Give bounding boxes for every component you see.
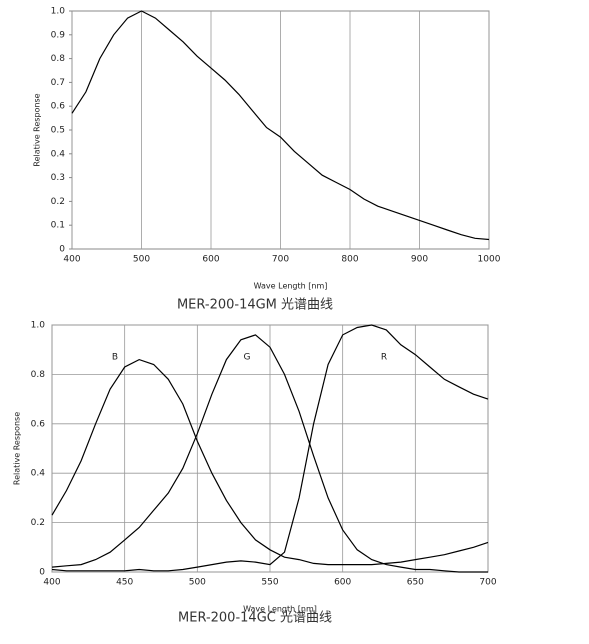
x-tick-label: 1000 <box>478 255 501 265</box>
y-tick-label: 0.4 <box>51 149 66 159</box>
x-axis-label: Wave Length [nm] <box>254 282 328 291</box>
y-tick-label: 1.0 <box>51 7 66 17</box>
series-line <box>51 324 489 572</box>
y-tick-label: 1.0 <box>31 321 46 331</box>
y-tick-label: 0.3 <box>51 173 65 183</box>
x-tick-label: 700 <box>272 255 289 265</box>
x-tick-label: 900 <box>411 255 428 265</box>
y-tick-label: 0.2 <box>31 518 45 528</box>
y-tick-label: 0 <box>59 245 65 255</box>
x-tick-label: 450 <box>116 578 133 588</box>
x-tick-label: 600 <box>334 578 351 588</box>
series-label: G <box>244 353 251 363</box>
series-line <box>51 334 488 573</box>
chart-title: MER-200-14GC 光谱曲线 <box>178 611 332 626</box>
line <box>71 10 490 241</box>
y-tick-label: 0.1 <box>51 221 65 231</box>
series-label: R <box>381 353 387 363</box>
y-tick-label: 0.8 <box>51 54 66 64</box>
y-tick-label: 0.4 <box>31 469 46 479</box>
x-tick-label: 400 <box>63 255 80 265</box>
x-tick-label: 400 <box>43 578 60 588</box>
x-tick-label: 800 <box>341 255 358 265</box>
y-tick-label: 0.6 <box>31 419 46 429</box>
x-tick-label: 700 <box>479 578 496 588</box>
y-tick-label: 0 <box>39 568 45 578</box>
x-tick-label: 550 <box>261 578 278 588</box>
y-tick-label: 0.8 <box>31 370 46 380</box>
chart-title: MER-200-14GM 光谱曲线 <box>177 298 333 313</box>
y-axis-label: Relative Response <box>13 412 22 485</box>
y-tick-label: 0.9 <box>51 30 66 40</box>
series-line <box>51 358 489 566</box>
y-tick-label: 0.2 <box>51 197 65 207</box>
y-axis-label: Relative Response <box>33 93 42 166</box>
x-tick-label: 600 <box>202 255 219 265</box>
y-tick-label: 0.5 <box>51 126 65 136</box>
y-tick-label: 0.6 <box>51 102 66 112</box>
x-axis-label: Wave Length [nm] <box>243 605 317 614</box>
x-tick-label: 500 <box>133 255 150 265</box>
x-tick-label: 650 <box>407 578 424 588</box>
x-tick-label: 500 <box>189 578 206 588</box>
y-tick-label: 0.7 <box>51 78 65 88</box>
series-label: B <box>112 353 118 363</box>
